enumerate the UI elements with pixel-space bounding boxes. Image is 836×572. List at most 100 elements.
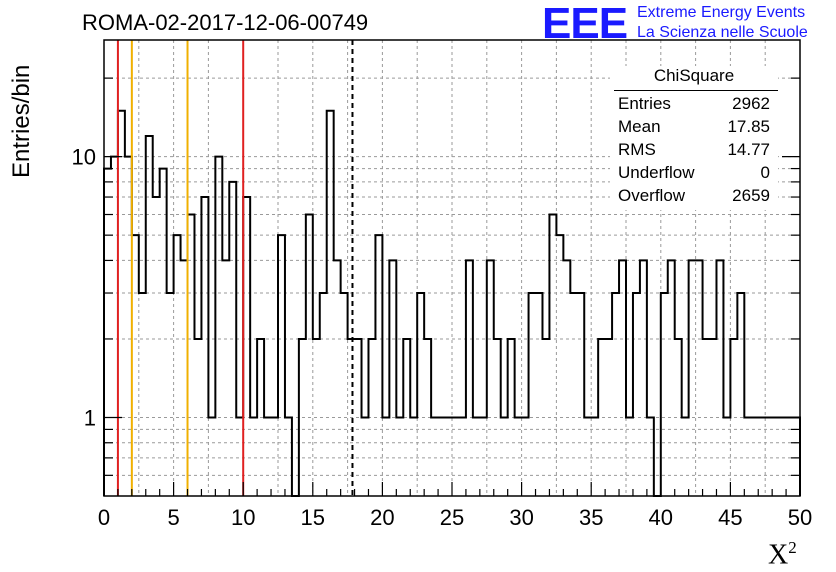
histogram-bin: [243, 197, 250, 496]
histogram-bin: [438, 417, 445, 496]
x-tick-label: 15: [301, 505, 325, 530]
histogram-bin: [104, 169, 111, 496]
histogram-bin: [737, 293, 744, 496]
histogram-bin: [626, 417, 633, 496]
histogram-bin: [424, 339, 431, 496]
histogram-bin: [167, 293, 174, 496]
histogram-bin: [703, 339, 710, 496]
histogram-bin: [194, 339, 201, 496]
histogram-bin: [501, 417, 508, 496]
histogram-bin: [111, 157, 118, 496]
histogram-bin: [619, 260, 626, 496]
histogram-bin: [682, 417, 689, 496]
histogram-bin: [181, 260, 188, 496]
histogram-bin: [146, 136, 153, 496]
histogram-bin: [668, 260, 675, 496]
histogram-bin: [459, 417, 466, 496]
histogram-bin: [473, 417, 480, 496]
stats-row-entries: Entries 2962: [618, 94, 770, 114]
histogram-bin: [236, 417, 243, 496]
histogram-bin: [772, 417, 779, 496]
histogram-bin: [125, 157, 132, 496]
grid-lines: [104, 40, 800, 496]
histogram-bin: [250, 417, 257, 496]
histogram-bin: [341, 293, 348, 496]
histogram-series: [103, 109, 801, 497]
x-tick-label: 5: [167, 505, 179, 530]
histogram-bin: [751, 417, 758, 496]
eee-logo: EEE: [542, 0, 628, 48]
logo-line-2: La Scienza nelle Scuole: [637, 24, 808, 41]
histogram-bin: [313, 339, 320, 496]
stats-box: ChiSquare Entries 2962 Mean 17.85 RMS 14…: [610, 66, 778, 210]
stats-value: 17.85: [727, 117, 770, 136]
histogram-bin: [410, 417, 417, 496]
stats-row-overflow: Overflow 2659: [618, 186, 770, 206]
histogram-bin: [201, 197, 208, 496]
stats-label: Overflow: [618, 186, 686, 205]
chart-title: ROMA-02-2017-12-06-00749: [82, 10, 369, 35]
axis-ticks: [103, 77, 801, 496]
histogram-bin: [633, 293, 640, 496]
histogram-bin: [229, 182, 236, 496]
histogram-bin: [765, 417, 772, 496]
histogram-bin: [382, 417, 389, 496]
histogram-bin: [431, 417, 438, 496]
histogram-bin: [368, 339, 375, 496]
histogram-bin: [563, 260, 570, 496]
histogram-bin: [396, 417, 403, 496]
stats-label: Underflow: [618, 163, 695, 182]
histogram-outline: [103, 109, 801, 497]
x-tick-label: 45: [718, 505, 742, 530]
x-tick-label: 35: [579, 505, 603, 530]
histogram-bin: [215, 157, 222, 496]
stats-title: ChiSquare: [653, 66, 735, 85]
histogram-bin: [598, 339, 605, 496]
stats-value: 14.77: [727, 140, 770, 159]
x-tick-label: 20: [370, 505, 394, 530]
histogram-bin: [605, 339, 612, 496]
histogram-bin: [306, 215, 313, 496]
histogram-bin: [285, 417, 292, 496]
histogram-bin: [271, 417, 278, 496]
histogram-bin: [723, 417, 730, 496]
stats-label: RMS: [618, 140, 656, 159]
marker-lines: [116, 40, 354, 496]
histogram-bin: [758, 417, 765, 496]
stats-label: Mean: [618, 117, 661, 136]
histogram-bin: [445, 417, 452, 496]
x-tick-label: 10: [231, 505, 255, 530]
histogram-bin: [584, 417, 591, 496]
histogram-bin: [542, 339, 549, 496]
histogram-bin: [452, 417, 459, 496]
histogram-bin: [779, 417, 786, 496]
histogram-bin: [716, 260, 723, 496]
histogram-bin: [744, 417, 751, 496]
histogram-bin: [348, 339, 355, 496]
y-tick-label: 1: [84, 405, 96, 430]
histogram-bin: [612, 293, 619, 496]
histogram-bin: [696, 260, 703, 496]
histogram-bin: [577, 293, 584, 496]
histogram-bin: [730, 339, 737, 496]
x-tick-label: 25: [440, 505, 464, 530]
histogram-bin: [487, 260, 494, 496]
x-tick-label: 40: [649, 505, 673, 530]
histogram-bin: [320, 293, 327, 496]
stats-value: 2962: [732, 94, 770, 113]
histogram-bin: [675, 339, 682, 496]
histogram-bin: [494, 339, 501, 496]
x-tick-label: 30: [509, 505, 533, 530]
histogram-bin: [661, 293, 668, 496]
x-axis-label-text: X: [768, 539, 789, 571]
histogram-bin: [188, 215, 195, 496]
axis-tick-labels: 0 5 10 15 20 25 30 35 40 45 50 1 10: [72, 145, 813, 530]
stats-value: 0: [760, 163, 770, 182]
histogram-bin: [132, 235, 139, 496]
histogram-bin: [327, 111, 334, 496]
histogram-bin: [480, 417, 487, 496]
histogram-bin: [466, 260, 473, 496]
stats-label: Entries: [618, 94, 671, 113]
histogram-bin: [647, 417, 654, 496]
histogram-bin: [508, 339, 515, 496]
